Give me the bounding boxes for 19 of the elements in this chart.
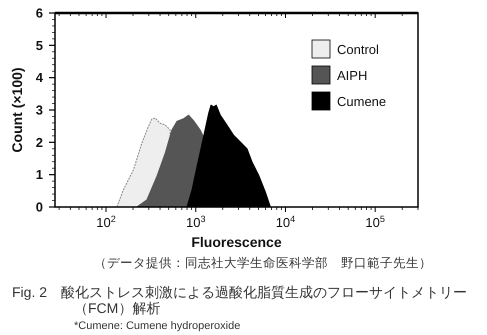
x-tick-label: 10$^{5}$ [365,214,385,230]
y-tick-label: 3 [36,102,43,118]
legend-label: AIPH [337,68,368,83]
y-axis-title: Count (×100) [9,67,25,153]
x-tick-label: 10$^{4}$ [276,214,296,230]
y-tick-label: 4 [36,70,44,86]
y-tick-label: 6 [36,6,43,20]
text: *Cumene: Cumene hydroperoxide [74,320,240,333]
x-axis-title: Fluorescence [191,234,282,250]
caption: Fig. 2 酸化ストレス刺激による過酸化脂質生成のフローサイトメトリー（FCM）解析 [12,284,468,316]
legend-label: Cumene [337,94,386,109]
legend-label: Control [337,42,380,57]
x-tick-label: 10$^{3}$ [186,214,206,230]
y-tick-label: 5 [36,38,43,53]
y-tick-label: 2 [36,134,43,150]
text: （データ提供：同志社大学生命医科学部 野口範子先生） [94,256,432,270]
x-tick-label: 10$^{2}$ [96,214,116,230]
y-tick-label: 0 [36,200,43,214]
y-tick-label: 1 [36,167,43,182]
